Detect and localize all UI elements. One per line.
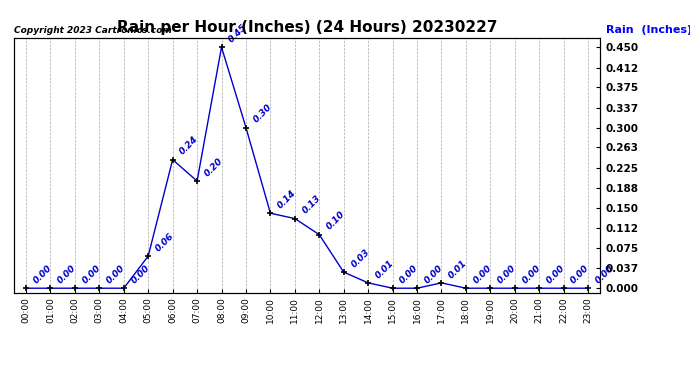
Text: 0.24: 0.24 (178, 135, 200, 157)
Text: 0.00: 0.00 (569, 263, 591, 285)
Text: 0.00: 0.00 (32, 263, 54, 285)
Text: 0.14: 0.14 (276, 188, 298, 210)
Text: 0.00: 0.00 (105, 263, 127, 285)
Text: 0.00: 0.00 (593, 263, 615, 285)
Text: 0.00: 0.00 (398, 263, 420, 285)
Text: 0.10: 0.10 (325, 210, 347, 232)
Text: 0.00: 0.00 (520, 263, 542, 285)
Text: 0.06: 0.06 (154, 231, 176, 253)
Text: 0.00: 0.00 (422, 263, 444, 285)
Text: 0.00: 0.00 (56, 263, 78, 285)
Text: 0.20: 0.20 (203, 156, 225, 178)
Text: 0.03: 0.03 (349, 248, 371, 269)
Text: 0.13: 0.13 (300, 194, 322, 216)
Text: 0.00: 0.00 (81, 263, 102, 285)
Text: 0.00: 0.00 (471, 263, 493, 285)
Text: 0.00: 0.00 (496, 263, 518, 285)
Title: Rain per Hour (Inches) (24 Hours) 20230227: Rain per Hour (Inches) (24 Hours) 202302… (117, 20, 497, 35)
Text: Rain  (Inches): Rain (Inches) (606, 25, 690, 35)
Text: 0.45: 0.45 (227, 22, 249, 44)
Text: 0.30: 0.30 (252, 103, 273, 125)
Text: Copyright 2023 Cartronics.com: Copyright 2023 Cartronics.com (14, 26, 172, 35)
Text: 0.00: 0.00 (129, 263, 151, 285)
Text: 0.00: 0.00 (545, 263, 566, 285)
Text: 0.01: 0.01 (374, 258, 395, 280)
Text: 0.01: 0.01 (447, 258, 469, 280)
